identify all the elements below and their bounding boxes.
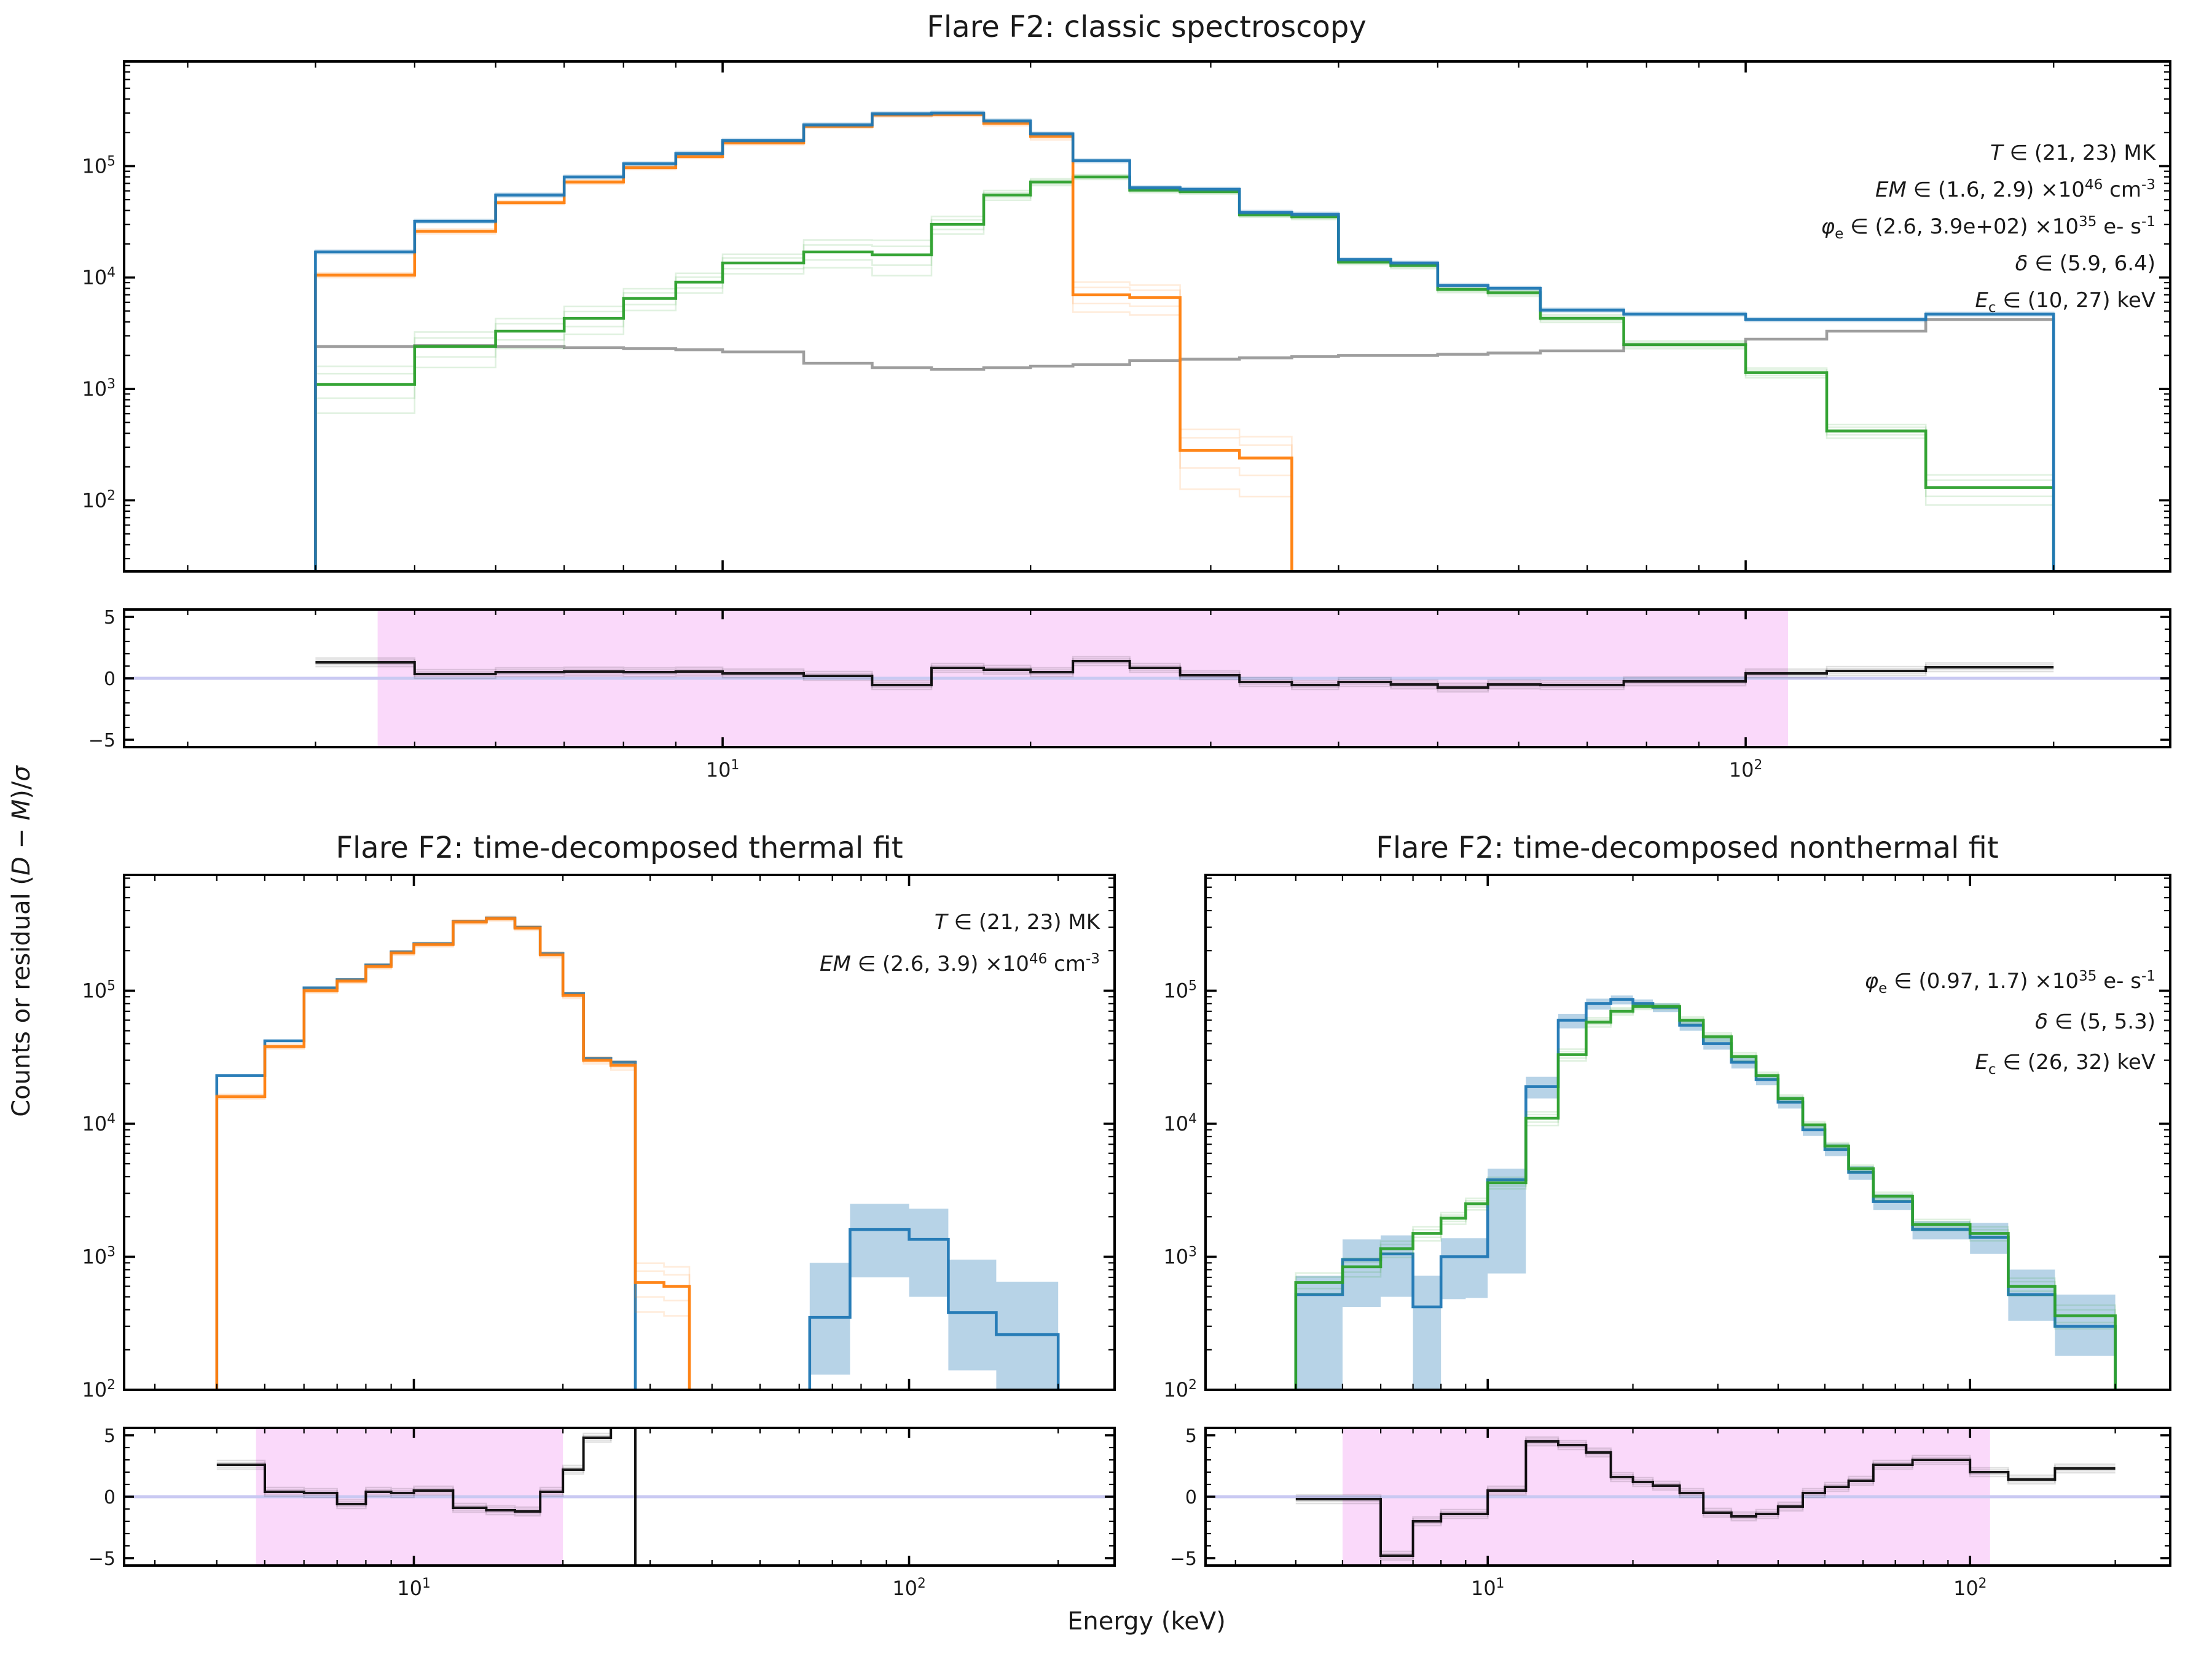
- y-tick-label: 104: [82, 1111, 116, 1135]
- y-tick-label: 103: [82, 377, 116, 401]
- series-layer: [314, 110, 2055, 571]
- panel-nonthermal: φe ∈ (0.97, 1.7) ×1035 e- s-1 δ ∈ (5, 5.3…: [1163, 874, 2171, 1600]
- mcmc-samples-nonthermal-component: [315, 177, 2055, 571]
- x-tick-label: 102: [1729, 758, 1763, 782]
- panel-title-nonthermal: Flare F2: time-decomposed nonthermal fit: [1376, 831, 1998, 865]
- uncertainty-band-counts-data: [809, 1204, 1059, 1390]
- residual-samples: [1295, 1438, 2116, 1554]
- annotation-line: EM ∈ (2.6, 3.9) ×1046 cm-3: [820, 951, 1100, 976]
- panel-title-classic: Flare F2: classic spectroscopy: [927, 10, 1366, 44]
- step-line-counts-data: [215, 916, 1060, 1390]
- step-line-nonthermal-component: [314, 175, 2055, 571]
- residual-frame: [123, 1427, 1116, 1567]
- mcmc-samples-thermal-model: [216, 920, 691, 1390]
- y-tick-label: 104: [82, 265, 116, 289]
- y-tick-label: 102: [82, 488, 116, 512]
- mcmc-samples-thermal-model: [216, 919, 691, 1390]
- residual-samples: [1295, 1443, 2116, 1559]
- annotation-line: Ec ∈ (26, 32) keV: [1975, 1050, 2155, 1078]
- main-frame: [123, 60, 2171, 573]
- x-tick-label: 102: [1953, 1576, 1987, 1600]
- annotation-line: T ∈ (21, 23) MK: [1990, 141, 2157, 165]
- panel-title-thermal: Flare F2: time-decomposed thermal fit: [335, 831, 903, 865]
- annotation-line: φe ∈ (0.97, 1.7) ×1035 e- s-1: [1865, 968, 2155, 997]
- residual-y-tick-label: 0: [1185, 1487, 1197, 1508]
- step-line-counts-data: [314, 111, 2055, 571]
- x-tick-label: 102: [892, 1576, 926, 1600]
- y-tick-label: 105: [82, 978, 116, 1002]
- mcmc-samples-nonthermal-component: [315, 173, 2055, 571]
- annotation-line: T ∈ (21, 23) MK: [935, 910, 1101, 935]
- series-layer: [1294, 995, 2117, 1390]
- annotation-line: φe ∈ (2.6, 3.9e+02) ×1035 e- s-1: [1821, 214, 2155, 242]
- step-line-nonthermal-model: [1294, 1005, 2117, 1390]
- uncertainty-band-counts-data: [1295, 995, 2116, 1390]
- residual-samples: [216, 1428, 637, 1566]
- residual-y-tick-label: 5: [1185, 1425, 1197, 1447]
- residual-layer: [315, 656, 2054, 693]
- series-layer: [215, 915, 1060, 1390]
- annotation-line: δ ∈ (5, 5.3): [2035, 1009, 2155, 1034]
- y-tick-label: 105: [1163, 978, 1197, 1002]
- y-tick-label: 104: [1163, 1111, 1197, 1135]
- step-line-background: [314, 318, 2055, 571]
- residual-samples: [216, 1428, 637, 1566]
- annotation-line: δ ∈ (5.9, 6.4): [2015, 251, 2155, 276]
- residual-line: [315, 660, 2054, 689]
- step-line-thermal-model: [215, 917, 691, 1390]
- residual-samples: [1295, 1444, 2116, 1561]
- y-axis-label: Counts or residual (D − M)/σ: [7, 765, 36, 1117]
- residual-samples: [216, 1428, 637, 1566]
- axis-ticks: [124, 61, 2170, 571]
- residual-y-tick-label: 5: [104, 1425, 116, 1447]
- annotation-line: EM ∈ (1.6, 2.9) ×1046 cm-3: [1875, 177, 2155, 202]
- residual-y-tick-label: 0: [104, 668, 116, 690]
- residual-frame: [1204, 1427, 2171, 1567]
- residual-layer: [216, 1428, 637, 1566]
- residual-y-tick-label: −5: [88, 730, 116, 751]
- panel-thermal: T ∈ (21, 23) MK EM ∈ (2.6, 3.9) ×1046 cm-…: [82, 874, 1116, 1600]
- residual-y-tick-label: −5: [1170, 1548, 1197, 1570]
- y-tick-label: 102: [1163, 1378, 1197, 1401]
- annotation-line: Ec ∈ (10, 27) keV: [1975, 288, 2155, 316]
- panel-classic: T ∈ (21, 23) MK EM ∈ (1.6, 2.9) ×1046 cm-…: [82, 60, 2171, 782]
- mcmc-samples-counts-data: [315, 113, 2055, 571]
- main-frame: [1204, 874, 2171, 1391]
- residual-samples: [1295, 1436, 2116, 1553]
- y-tick-label: 103: [1163, 1244, 1197, 1268]
- y-tick-label: 103: [82, 1244, 116, 1268]
- residual-line: [1295, 1440, 2116, 1557]
- plots-layer: T ∈ (21, 23) MK EM ∈ (1.6, 2.9) ×1046 cm-…: [82, 60, 2171, 1600]
- y-tick-label: 102: [82, 1378, 116, 1401]
- residual-samples: [216, 1428, 637, 1566]
- residual-y-tick-label: 5: [104, 607, 116, 629]
- residual-line: [216, 1428, 637, 1566]
- residual-y-tick-label: −5: [88, 1548, 116, 1570]
- residual-layer: [1295, 1436, 2116, 1561]
- x-axis-label: Energy (keV): [1067, 1607, 1226, 1636]
- mcmc-samples-nonthermal-component: [315, 174, 2055, 571]
- residual-y-tick-label: 0: [104, 1487, 116, 1508]
- residual-frame: [123, 608, 2171, 748]
- x-tick-label: 101: [706, 758, 740, 782]
- y-tick-label: 105: [82, 154, 116, 178]
- mcmc-samples-thermal-model: [216, 915, 691, 1390]
- x-tick-label: 101: [397, 1576, 431, 1600]
- mcmc-samples-nonthermal-component: [315, 178, 2055, 571]
- mcmc-samples-thermal-model: [216, 916, 691, 1390]
- main-frame: [123, 874, 1116, 1391]
- x-tick-label: 101: [1471, 1576, 1505, 1600]
